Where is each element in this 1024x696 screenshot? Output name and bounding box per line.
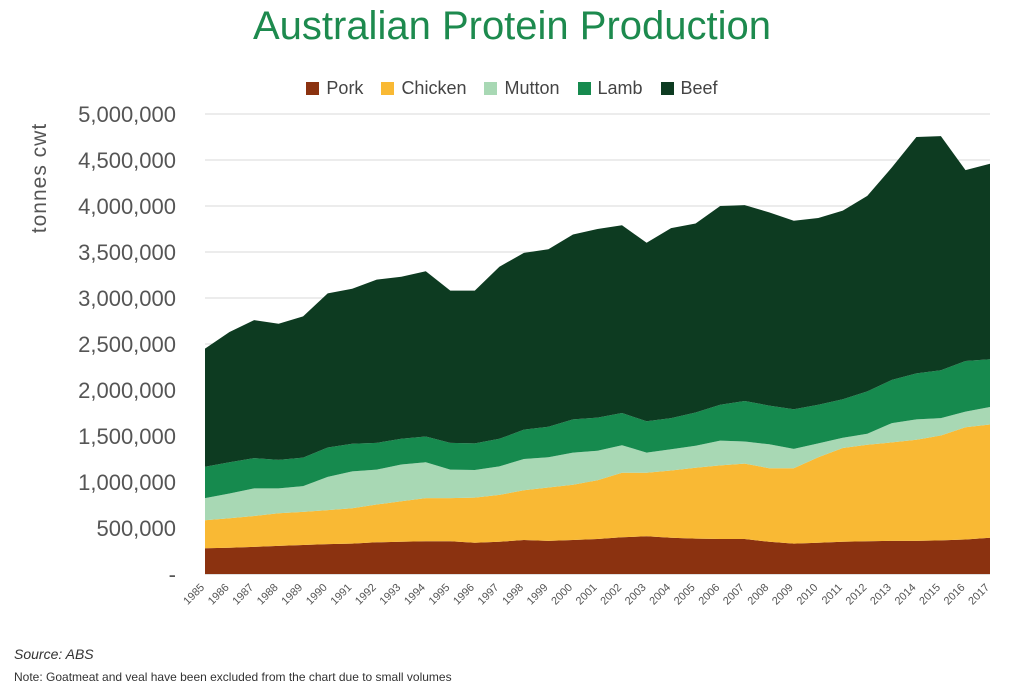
x-tick-label: 1999 [525, 582, 551, 608]
x-tick-label: 2003 [623, 582, 649, 608]
y-tick-label: 3,500,000 [78, 240, 176, 265]
x-tick-label: 2002 [598, 582, 624, 608]
stacked-areas [205, 136, 990, 574]
x-tick-label: 1991 [329, 582, 355, 608]
x-tick-label: 2009 [770, 582, 796, 608]
y-tick-label: 1,000,000 [78, 470, 176, 495]
y-tick-label: 2,500,000 [78, 332, 176, 357]
x-tick-label: 1993 [378, 582, 404, 608]
legend-item-beef: Beef [660, 78, 718, 99]
x-tick-label: 2000 [549, 582, 575, 608]
y-tick-label: 1,500,000 [78, 424, 176, 449]
area-series-lamb [205, 359, 990, 499]
x-tick-label: 1994 [402, 582, 428, 608]
area-series-chicken [205, 424, 990, 549]
x-tick-label: 1992 [353, 582, 379, 608]
x-tick-label: 1988 [255, 582, 281, 608]
y-tick-label: 3,000,000 [78, 286, 176, 311]
y-tick-label: - [169, 562, 176, 587]
chart-title: Australian Protein Production [252, 4, 772, 48]
legend-swatch-chicken [381, 82, 395, 95]
x-tick-label: 1987 [230, 582, 256, 608]
legend-swatch-beef [660, 82, 674, 95]
legend-item-lamb: Lamb [577, 78, 643, 99]
x-tick-label: 1989 [279, 582, 305, 608]
area-series-mutton [205, 407, 990, 521]
x-tick-label: 1996 [451, 582, 477, 608]
x-tick-label: 2004 [647, 582, 673, 608]
legend-item-mutton: Mutton [484, 78, 560, 99]
source-note: Source: ABS [14, 646, 94, 662]
x-tick-label: 1985 [181, 582, 207, 608]
y-tick-label: 4,000,000 [78, 194, 176, 219]
x-tick-label: 2012 [844, 582, 870, 608]
legend-label-lamb: Lamb [597, 78, 643, 98]
legend-item-chicken: Chicken [381, 78, 466, 99]
footnote: Note: Goatmeat and veal have been exclud… [14, 670, 452, 684]
x-tick-label: 2007 [721, 582, 747, 608]
area-series-pork [205, 536, 990, 574]
x-tick-label: 1986 [206, 582, 232, 608]
x-tick-label: 2014 [893, 582, 919, 608]
x-tick-label: 2013 [868, 582, 894, 608]
area-series-beef [205, 136, 990, 467]
x-tick-label: 2016 [942, 582, 968, 608]
legend-swatch-lamb [577, 82, 591, 95]
x-tick-label: 2006 [696, 582, 722, 608]
y-tick-label: 2,000,000 [78, 378, 176, 403]
legend-swatch-mutton [484, 82, 498, 95]
legend-item-pork: Pork [306, 78, 363, 99]
x-tick-label: 1995 [427, 582, 453, 608]
legend: Pork Chicken Mutton Lamb Beef [0, 78, 1024, 99]
y-tick-label: 500,000 [96, 516, 176, 541]
legend-label-chicken: Chicken [401, 78, 467, 98]
x-tick-label: 2005 [672, 582, 698, 608]
x-tick-label: 2017 [966, 582, 992, 608]
y-axis-ticks: - 500,000 1,000,000 1,500,000 2,000,000 2,500… [78, 102, 176, 587]
x-tick-label: 2001 [574, 582, 600, 608]
x-tick-label: 2010 [795, 582, 821, 608]
y-tick-label: 4,500,000 [78, 148, 176, 173]
legend-label-beef: Beef [680, 78, 718, 98]
x-tick-label: 1998 [500, 582, 526, 608]
x-axis-ticks: 1985198619871988198919901991199219931994… [181, 582, 992, 608]
chart-plot: - 500,000 1,000,000 1,500,000 2,000,000 2,500… [78, 102, 992, 608]
x-tick-label: 2015 [917, 582, 943, 608]
legend-swatch-pork [306, 82, 320, 95]
x-tick-label: 1997 [476, 582, 502, 608]
y-tick-label: 5,000,000 [78, 102, 176, 127]
x-tick-label: 2011 [820, 582, 845, 607]
legend-label-pork: Pork [326, 78, 364, 98]
legend-label-mutton: Mutton [504, 78, 560, 98]
x-tick-label: 1990 [304, 582, 330, 608]
x-tick-label: 2008 [746, 582, 772, 608]
